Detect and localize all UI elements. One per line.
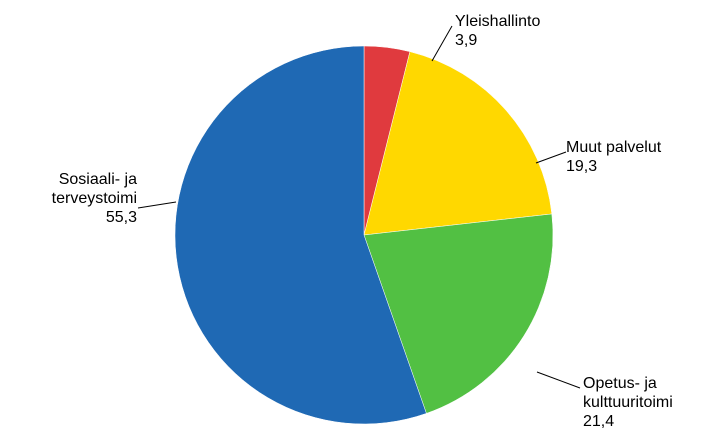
value-label-opetus-ja-kulttuuritoimi: 21,4 xyxy=(583,413,614,430)
slice-labels: Yleishallinto 3,9 Muut palvelut 19,3 Opetus-… xyxy=(52,13,673,430)
category-label-opetus-ja-kulttuuritoimi-line-2: kulttuuritoimi xyxy=(583,394,673,411)
leader-lines xyxy=(137,25,581,389)
value-label-yleishallinto: 3,9 xyxy=(455,32,477,49)
leader-line-yleishallinto xyxy=(431,25,453,62)
category-label-sosiaali-ja-terveystoimi-line-1: Sosiaali- ja xyxy=(59,171,137,188)
category-label-muut-palvelut-line-1: Muut palvelut xyxy=(566,139,662,156)
pie-slice-sosiaali-ja-terveystoimi xyxy=(174,45,427,425)
category-label-sosiaali-ja-terveystoimi-line-2: terveystoimi xyxy=(52,190,137,207)
leader-line-sosiaali-ja-terveystoimi xyxy=(137,201,177,209)
value-label-muut-palvelut: 19,3 xyxy=(566,158,597,175)
category-label-opetus-ja-kulttuuritoimi-line-1: Opetus- ja xyxy=(583,375,657,392)
pie-slices xyxy=(174,45,554,425)
leader-line-opetus-ja-kulttuuritoimi xyxy=(536,371,581,389)
leader-line-muut-palvelut xyxy=(535,151,567,164)
category-label-yleishallinto-line-1: Yleishallinto xyxy=(455,13,540,30)
value-label-sosiaali-ja-terveystoimi: 55,3 xyxy=(106,209,137,226)
pie-slice-muut-palvelut xyxy=(363,51,553,236)
pie-slice-opetus-ja-kulttuuritoimi xyxy=(363,213,554,414)
